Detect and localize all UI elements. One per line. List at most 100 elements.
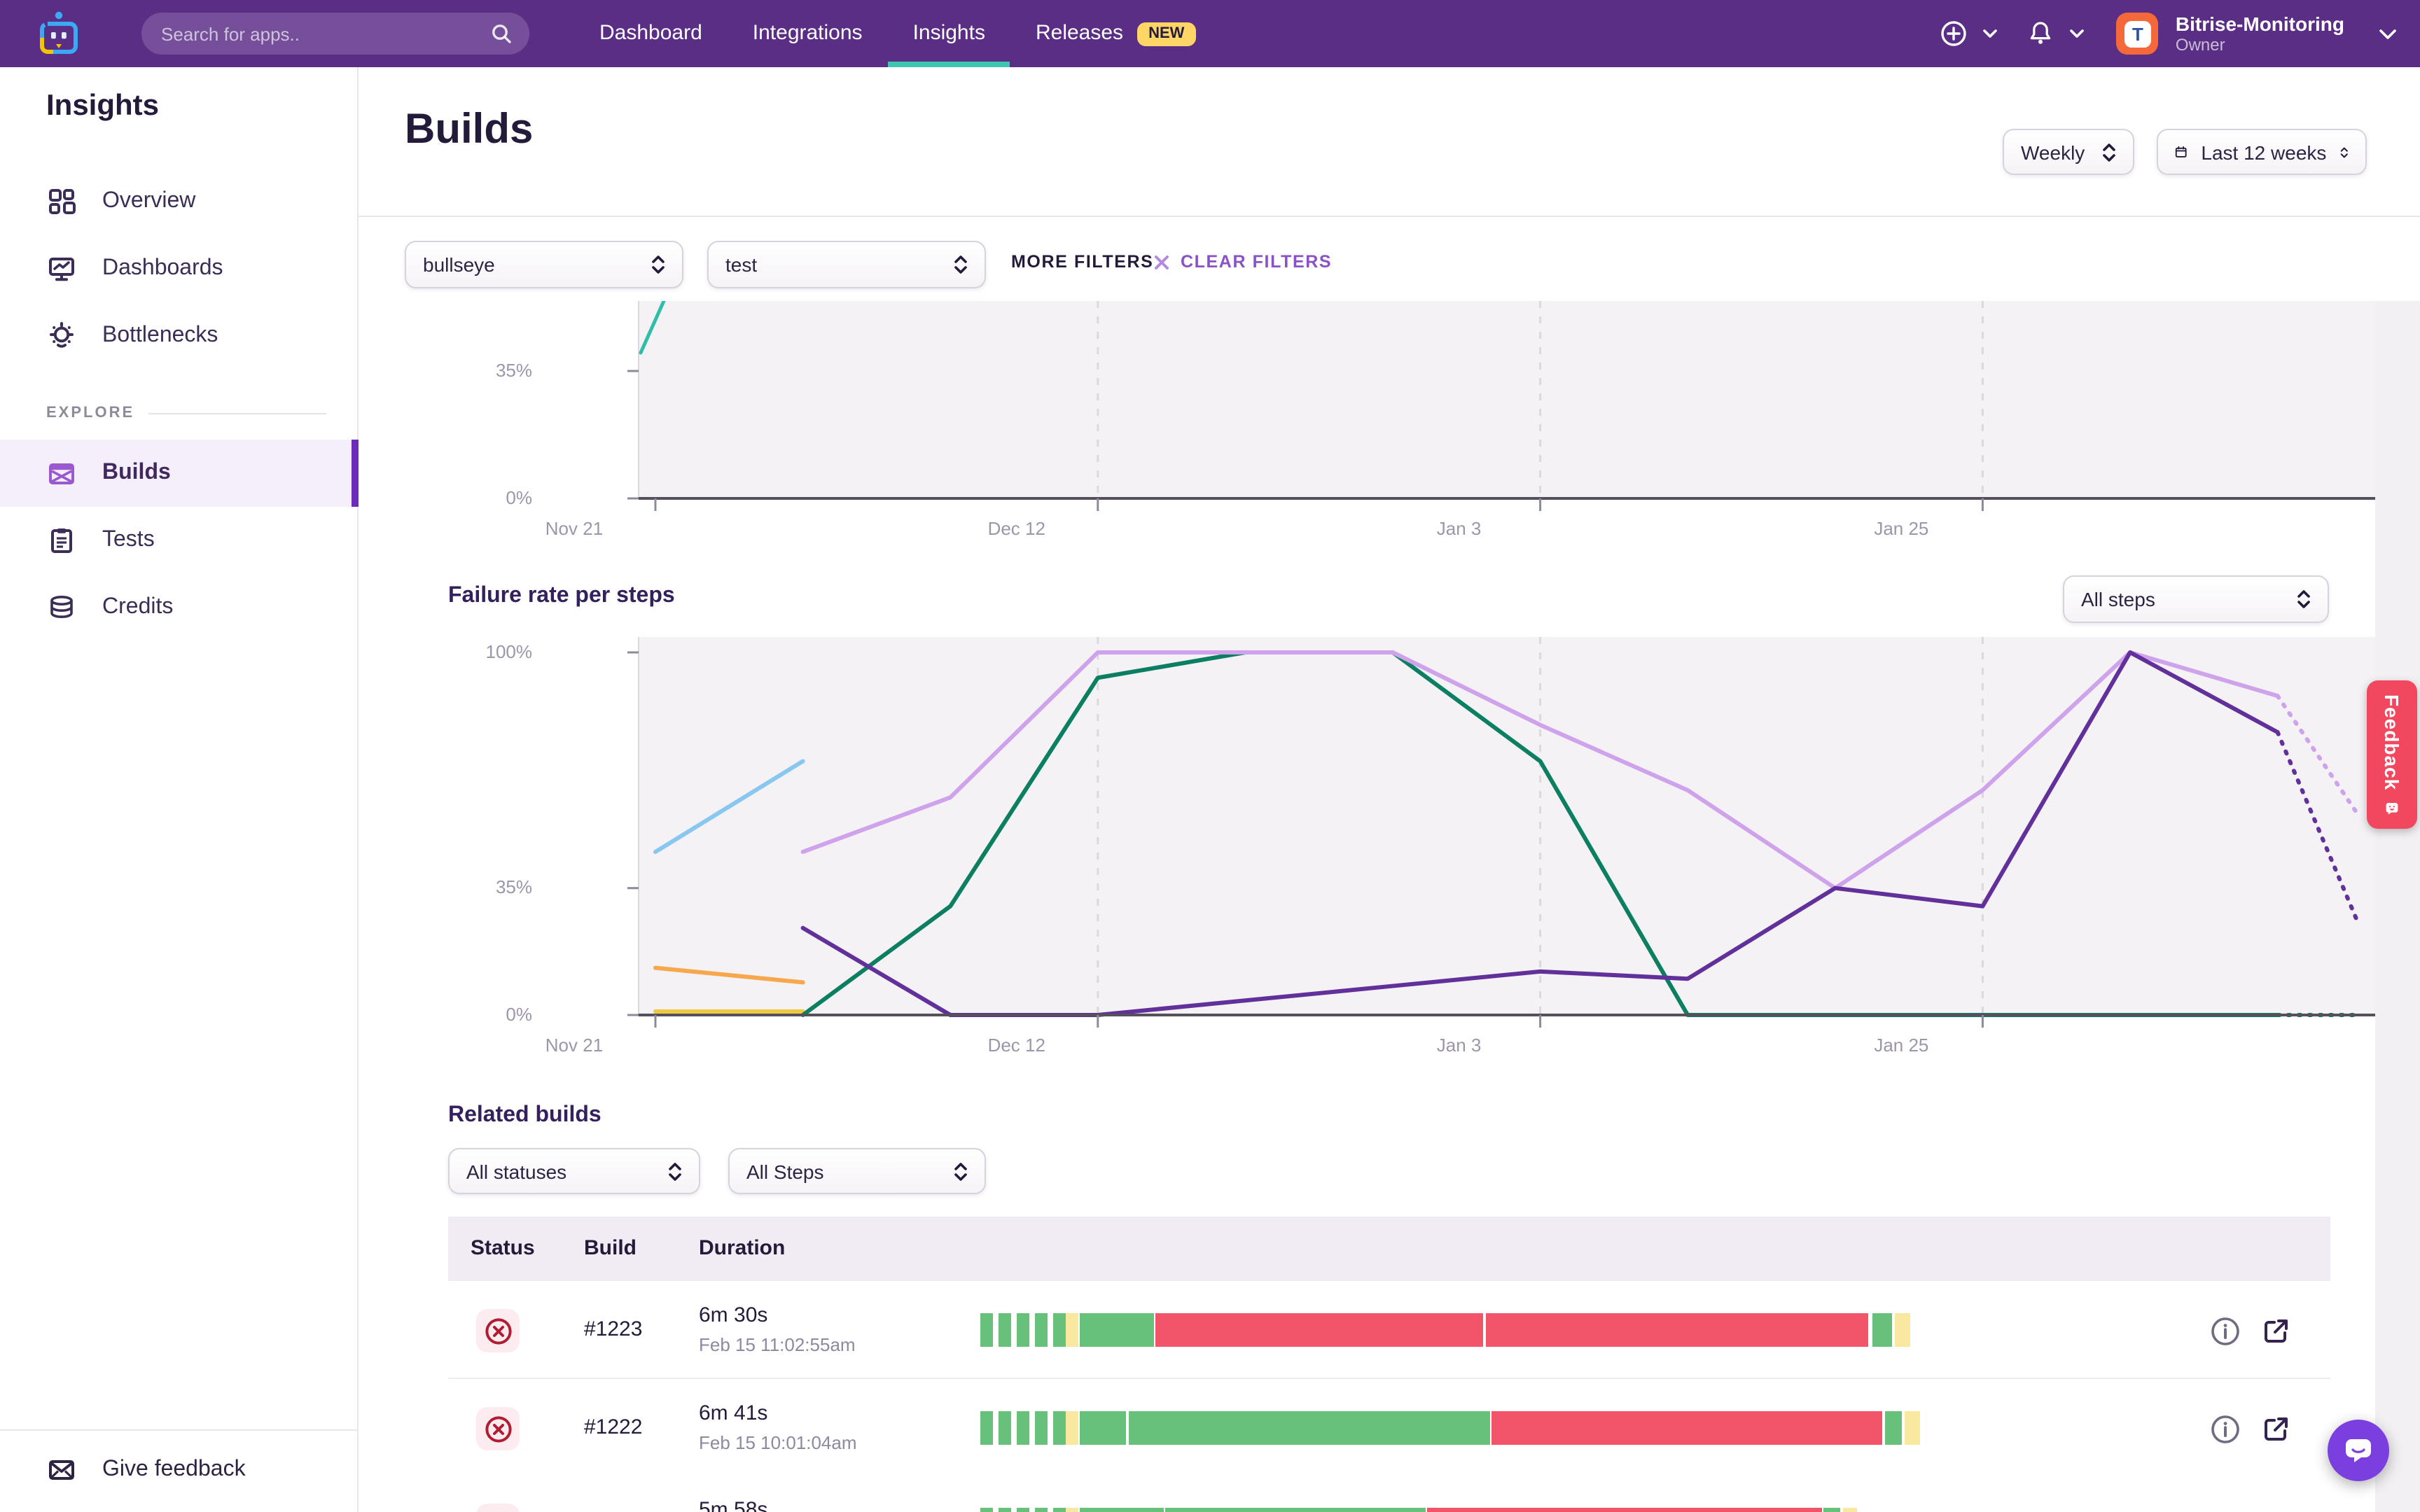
grid-icon [46, 186, 77, 217]
clear-filters-button[interactable]: CLEAR FILTERS [1154, 252, 1332, 272]
step-segment-g [980, 1411, 993, 1445]
sidebar-item-credits[interactable]: Credits [0, 574, 359, 641]
x-axis-label: Jan 3 [1400, 518, 1518, 539]
status-failed-icon [484, 1415, 512, 1443]
bitrise-logo-icon[interactable] [34, 8, 84, 59]
all-steps-select[interactable]: All steps [2063, 575, 2329, 623]
give-feedback-link[interactable]: Give feedback [0, 1439, 359, 1501]
coins-icon [46, 592, 77, 623]
build-timestamp: Feb 15 11:02:55am [699, 1334, 856, 1355]
header-divider [359, 216, 2420, 217]
app-filter-select[interactable]: bullseye [405, 241, 683, 288]
explore-divider [148, 412, 326, 414]
y-axis-label: 100% [462, 641, 532, 662]
clear-filters-label: CLEAR FILTERS [1181, 252, 1332, 272]
nav-dashboard[interactable]: Dashboard [574, 0, 728, 67]
sidebar-section-explore: EXPLORE [46, 398, 326, 428]
nav-releases[interactable]: Releases NEW [1010, 0, 1221, 67]
nav-integrations[interactable]: Integrations [728, 0, 888, 67]
sidebar-item-overview[interactable]: Overview [0, 168, 359, 235]
x-axis-label: Jan 25 [1842, 1035, 1960, 1056]
account-info[interactable]: Bitrise-Monitoring Owner [2176, 13, 2344, 55]
x-axis-label: Jan 3 [1400, 1035, 1518, 1056]
workspace-avatar[interactable]: T [2117, 13, 2159, 55]
add-circle-icon[interactable] [1940, 20, 1968, 48]
search-icon[interactable] [490, 22, 513, 45]
step-segment-r [1427, 1508, 1822, 1512]
workspace-name: Bitrise-Monitoring [2176, 13, 2344, 35]
external-link-icon[interactable] [2260, 1414, 2291, 1445]
step-segment-g [999, 1508, 1011, 1512]
sidebar-item-builds[interactable]: Builds [0, 440, 359, 507]
step-segment-y [1066, 1411, 1078, 1445]
page-scrollbar[interactable] [2375, 301, 2420, 1512]
granularity-value: Weekly [2021, 141, 2085, 163]
step-segment-g [1017, 1508, 1029, 1512]
status-badge[interactable] [476, 1504, 520, 1512]
status-badge[interactable] [476, 1407, 520, 1450]
builds-chart-partial: 35%0%Nov 21Dec 12Jan 3Jan 25 [462, 301, 2339, 574]
workflow-filter-select[interactable]: test [707, 241, 986, 288]
chat-launcher-button[interactable] [2328, 1420, 2389, 1481]
x-axis-label: Nov 21 [515, 1035, 633, 1056]
notifications-chevron-icon[interactable] [2069, 28, 2086, 39]
related-builds-title: Related builds [448, 1103, 601, 1128]
account-chevron-icon[interactable] [2378, 27, 2398, 40]
step-segment-g [1053, 1313, 1066, 1347]
step-segment-g [1035, 1508, 1048, 1512]
steps-filter-value: All Steps [746, 1160, 824, 1182]
nav-integrations-label: Integrations [753, 0, 863, 67]
step-segment-g [1035, 1313, 1048, 1347]
status-filter-value: All statuses [466, 1160, 566, 1182]
build-number[interactable]: #1223 [584, 1281, 642, 1379]
notifications-bell-icon[interactable] [2027, 20, 2055, 48]
build-number[interactable]: #1222 [584, 1379, 642, 1477]
builds-icon [46, 458, 77, 489]
duration-steps-bar[interactable] [980, 1508, 1857, 1512]
granularity-select[interactable]: Weekly [2003, 129, 2134, 175]
step-segment-g [999, 1313, 1011, 1347]
external-link-icon[interactable] [2260, 1316, 2291, 1347]
table-row[interactable]: #12226m 41sFeb 15 10:01:04am [448, 1379, 2330, 1477]
nav-insights[interactable]: Insights [888, 0, 1010, 67]
updown-chevron-icon [2340, 142, 2349, 162]
app-filter-value: bullseye [423, 253, 495, 276]
duration-steps-bar[interactable] [980, 1313, 1910, 1347]
updown-chevron-icon [954, 1161, 968, 1181]
sidebar-title: Insights [46, 90, 159, 123]
page-title: Builds [405, 106, 533, 154]
info-icon[interactable] [2210, 1316, 2241, 1347]
column-build: Build [584, 1217, 637, 1281]
x-axis-label: Dec 12 [958, 1035, 1076, 1056]
failure-rate-per-steps-svg [543, 637, 2412, 1029]
duration-steps-bar[interactable] [980, 1411, 1920, 1445]
new-badge: NEW [1137, 22, 1195, 46]
feedback-tab[interactable]: Feedback [2367, 680, 2417, 829]
more-filters-button[interactable]: MORE FILTERS [1011, 252, 1153, 272]
sidebar-footer-divider [0, 1429, 357, 1431]
table-row[interactable]: #1223 6m 30s Feb 15 11:02:55am [448, 1281, 2330, 1379]
search-input[interactable] [158, 22, 490, 46]
clipboard-icon [46, 525, 77, 556]
add-menu-chevron-icon[interactable] [1982, 28, 1999, 39]
status-filter-select[interactable]: All statuses [448, 1148, 700, 1194]
y-axis-label: 35% [462, 877, 532, 898]
status-failed-icon [484, 1317, 512, 1345]
step-segment-y [1066, 1508, 1078, 1512]
step-segment-g [980, 1508, 993, 1512]
table-row[interactable]: 5m 58s [448, 1476, 2330, 1512]
x-axis-label: Nov 21 [515, 518, 633, 539]
info-icon[interactable] [2210, 1414, 2241, 1445]
y-axis-label: 35% [462, 360, 532, 381]
steps-filter-select[interactable]: All Steps [728, 1148, 986, 1194]
topbar-right-cluster: T Bitrise-Monitoring Owner [1940, 0, 2398, 67]
build-duration: 6m 30s [699, 1303, 767, 1327]
failure-rate-title: Failure rate per steps [448, 584, 675, 609]
sidebar-item-bottlenecks[interactable]: Bottlenecks [0, 302, 359, 370]
status-badge[interactable] [476, 1309, 520, 1352]
chat-bubble-icon [2343, 1436, 2374, 1464]
sidebar-item-tests[interactable]: Tests [0, 507, 359, 574]
build-timestamp: Feb 15 10:01:04am [699, 1432, 857, 1453]
sidebar-item-dashboards[interactable]: Dashboards [0, 235, 359, 302]
date-range-select[interactable]: Last 12 weeks [2157, 129, 2367, 175]
